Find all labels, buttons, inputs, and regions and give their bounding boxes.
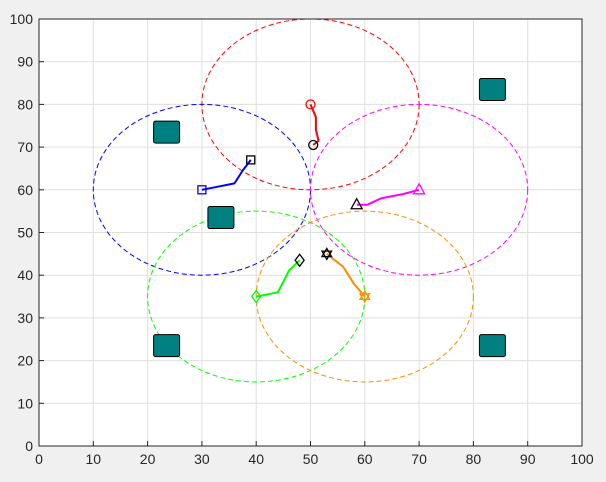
obstacle: [153, 334, 181, 358]
diamond-marker: [294, 253, 305, 268]
y-tick-label: 0: [25, 438, 33, 454]
x-tick-label: 30: [194, 451, 210, 467]
square-marker: [197, 185, 207, 195]
x-tick-label: 50: [303, 451, 319, 467]
trajectory-line: [201, 159, 252, 191]
y-tick-label: 10: [17, 395, 33, 411]
x-tick-label: 60: [357, 451, 373, 467]
hexagram-marker: [358, 289, 371, 300]
range-circle: [310, 103, 529, 276]
y-tick-label: 100: [10, 11, 34, 27]
y-tick-label: 20: [17, 353, 33, 369]
x-tick-label: 80: [466, 451, 482, 467]
y-tick-label: 80: [17, 96, 33, 112]
x-tick-label: 100: [570, 451, 594, 467]
triangle-marker: [350, 197, 364, 210]
x-tick-label: 20: [140, 451, 156, 467]
markers: [197, 99, 426, 304]
obstacle: [478, 77, 506, 101]
trajectory-line: [326, 253, 366, 298]
y-tick-label: 70: [17, 139, 33, 155]
trajectory-line: [256, 259, 301, 298]
y-tick-label: 90: [17, 54, 33, 70]
circle-marker: [308, 139, 319, 151]
y-tick-label: 60: [17, 182, 33, 198]
obstacle: [153, 120, 181, 144]
y-tick-label: 40: [17, 267, 33, 283]
diamond-marker: [250, 289, 262, 304]
obstacle: [207, 206, 235, 230]
square-marker: [246, 155, 256, 165]
ticks: 0 10 20 30 40 50 60 70 80 90 100 0 10 20 30 40 50 60 70 80 9…: [10, 11, 594, 467]
triangle-marker: [412, 182, 426, 195]
x-tick-label: 90: [520, 451, 536, 467]
hexagram-marker: [320, 247, 333, 258]
circle-marker: [305, 99, 316, 110]
hexagram-marker: [320, 250, 333, 261]
x-tick-label: 70: [411, 451, 427, 467]
trajectory-line: [356, 188, 420, 206]
x-tick-label: 0: [35, 451, 43, 467]
x-tick-label: 40: [248, 451, 264, 467]
obstacle: [478, 334, 506, 358]
y-tick-label: 50: [17, 225, 33, 241]
hexagram-marker: [358, 293, 371, 304]
x-tick-label: 10: [86, 451, 102, 467]
obstacles: [153, 77, 506, 358]
y-tick-label: 30: [17, 310, 33, 326]
